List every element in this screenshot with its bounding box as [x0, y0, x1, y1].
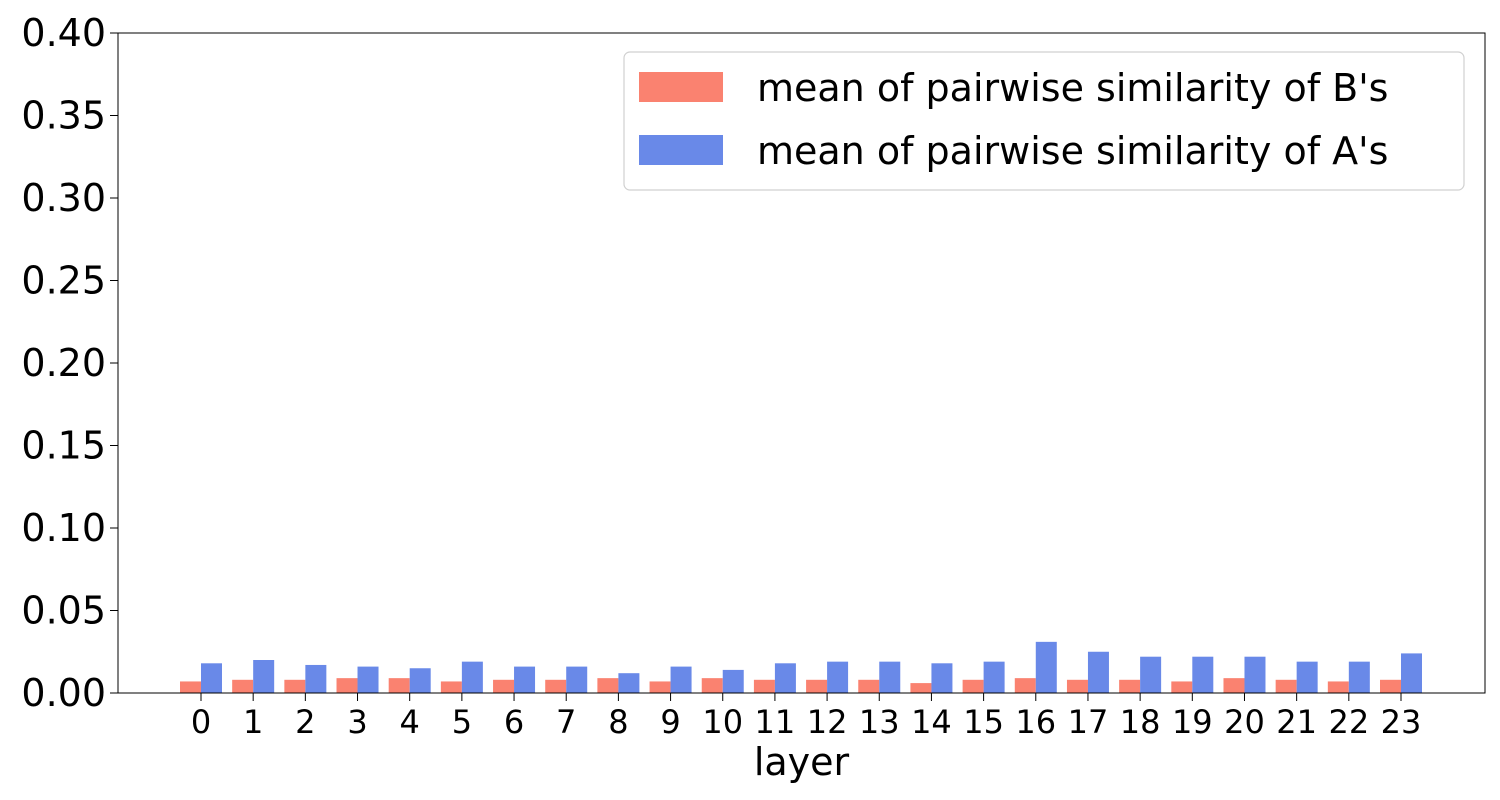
bar-b [649, 681, 671, 693]
bar-b [440, 681, 462, 693]
bar-b [1380, 679, 1401, 693]
y-tick-label: 0.10 [21, 506, 106, 550]
bar-a [1035, 641, 1057, 693]
bar-a [566, 666, 588, 693]
bar-a [983, 661, 1005, 693]
legend-label-b: mean of pairwise similarity of B's [757, 66, 1388, 110]
bar-a [1296, 661, 1318, 693]
x-tick-label: 23 [1381, 703, 1422, 741]
x-tick-label: 10 [702, 703, 743, 741]
bar-b [910, 683, 932, 693]
bar-a [461, 661, 483, 693]
bar-a [1140, 656, 1162, 693]
x-tick-label: 8 [608, 703, 628, 741]
bar-b [1327, 681, 1349, 693]
x-tick-label: 15 [963, 703, 1004, 741]
y-tick-label: 0.15 [21, 424, 106, 468]
x-axis: 0 1 2 3 4 5 6 7 8 9 10 11 12 13 14 15 16 17 18 19 20 21 22 23 [191, 693, 1422, 741]
x-tick-label: 0 [191, 703, 211, 741]
bar-a [1192, 656, 1214, 693]
x-tick-label: 11 [755, 703, 796, 741]
bar-b [753, 679, 775, 693]
y-tick-label: 0.40 [21, 11, 106, 55]
bar-a [827, 661, 849, 693]
x-tick-label: 3 [347, 703, 367, 741]
bar-a [409, 668, 431, 693]
x-tick-label: 1 [243, 703, 263, 741]
bar-a [879, 661, 901, 693]
x-tick-label: 9 [660, 703, 680, 741]
legend-swatch-b [639, 72, 723, 102]
bar-a [253, 660, 275, 693]
bar-b [1066, 679, 1088, 693]
legend: mean of pairwise similarity of B's mean o… [623, 51, 1465, 191]
bar-a [1244, 656, 1266, 693]
y-tick-label: 0.00 [21, 671, 106, 715]
plot-frame [117, 32, 1486, 694]
bar-a [357, 666, 379, 693]
x-tick-label: 12 [807, 703, 848, 741]
bar-a [1348, 661, 1370, 693]
bar-b [806, 679, 828, 693]
bar-b [858, 679, 880, 693]
legend-label-a: mean of pairwise similarity of A's [757, 129, 1388, 173]
x-tick-label: 17 [1068, 703, 1109, 741]
bar-a [774, 663, 796, 693]
bar-b [597, 678, 619, 693]
bar-a [670, 666, 692, 693]
bar-a [931, 663, 953, 693]
bar-a [201, 663, 222, 693]
y-tick-label: 0.30 [21, 176, 106, 220]
x-tick-label: 2 [295, 703, 315, 741]
bar-b [180, 681, 201, 693]
x-tick-label: 20 [1224, 703, 1265, 741]
x-tick-label: 18 [1120, 703, 1161, 741]
x-tick-label: 16 [1015, 703, 1056, 741]
x-tick-label: 5 [452, 703, 472, 741]
bar-b [701, 678, 723, 693]
bar-a [618, 673, 640, 693]
x-tick-label: 7 [556, 703, 576, 741]
y-tick-label: 0.20 [21, 341, 106, 385]
bar-a [1401, 653, 1422, 693]
bar-b [1223, 678, 1245, 693]
bar-a [722, 669, 744, 693]
bar-b [1275, 679, 1297, 693]
bar-b [545, 679, 567, 693]
bars-group [180, 641, 1422, 693]
legend-box [623, 51, 1465, 191]
bar-a [514, 666, 536, 693]
bar-b [493, 679, 515, 693]
x-axis-label: layer [754, 740, 850, 784]
bar-a [305, 664, 327, 693]
x-tick-label: 4 [400, 703, 420, 741]
bar-b [388, 678, 410, 693]
bar-b [1119, 679, 1141, 693]
y-axis: 0.00 0.05 0.10 0.15 0.20 0.25 0.30 0.35 0.40 [21, 11, 118, 715]
y-tick-label: 0.35 [21, 94, 106, 138]
y-tick-label: 0.25 [21, 259, 106, 303]
legend-swatch-a [639, 135, 723, 165]
bar-b [232, 679, 254, 693]
x-tick-label: 6 [504, 703, 524, 741]
bar-b [1014, 678, 1036, 693]
x-tick-label: 14 [911, 703, 952, 741]
bar-b [336, 678, 358, 693]
bar-b [1171, 681, 1193, 693]
bar-a [1087, 651, 1109, 693]
bar-b [284, 679, 306, 693]
y-tick-label: 0.05 [21, 589, 106, 633]
bar-b [962, 679, 984, 693]
x-tick-label: 21 [1276, 703, 1317, 741]
x-tick-label: 13 [859, 703, 900, 741]
x-tick-label: 22 [1328, 703, 1369, 741]
x-tick-label: 19 [1172, 703, 1213, 741]
